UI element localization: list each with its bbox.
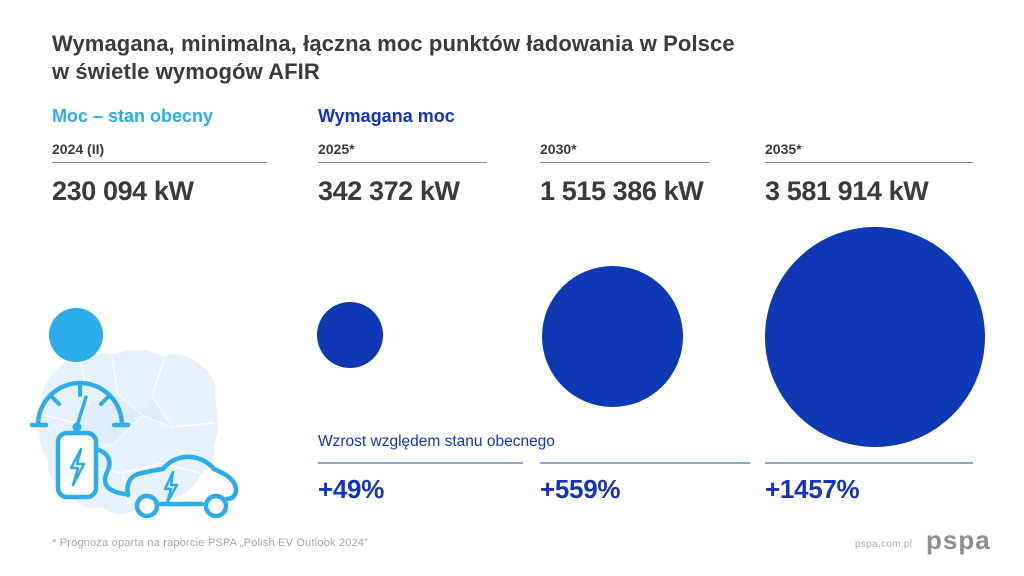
year-label: 2030* xyxy=(540,141,577,157)
growth-percent-2030: +559% xyxy=(540,474,621,504)
power-value: 230 094 kW xyxy=(52,176,194,206)
column-2035: 2035* 3 581 914 kW xyxy=(765,141,973,207)
year-divider xyxy=(540,162,710,163)
power-value: 342 372 kW xyxy=(318,176,460,206)
year-label: 2035* xyxy=(765,141,802,157)
page-title-line2: w świetle wymogów AFIR xyxy=(52,59,320,85)
growth-divider xyxy=(540,462,750,464)
growth-percent-2035: +1457% xyxy=(765,474,860,504)
growth-divider xyxy=(765,462,973,464)
ev-car-icon xyxy=(125,454,239,519)
growth-percent-2025: +49% xyxy=(318,474,385,504)
column-2024: 2024 (II) 230 094 kW xyxy=(52,141,267,207)
page-title-line1: Wymagana, minimalna, łączna moc punktów … xyxy=(52,31,735,56)
pspa-url: pspa.com.pl xyxy=(855,539,913,550)
bubble-2025-required xyxy=(317,302,383,368)
charging-cable xyxy=(93,446,127,497)
year-divider xyxy=(318,162,487,163)
column-2025: 2025* 342 372 kW xyxy=(318,141,487,207)
pspa-logo: pspa xyxy=(926,525,991,555)
lightning-bolt-icon xyxy=(163,470,179,505)
gauge-icon xyxy=(29,380,131,432)
legend-required-label: Wymagana moc xyxy=(318,106,455,126)
ev-charging-illustration xyxy=(29,349,239,519)
bubble-2035-required xyxy=(765,227,985,447)
bubble-2024-current xyxy=(49,308,103,362)
bubble-2030-required xyxy=(542,266,683,407)
ev-charger-icon xyxy=(55,430,127,500)
year-label: 2025* xyxy=(318,141,355,157)
power-value: 1 515 386 kW xyxy=(540,176,704,206)
year-divider xyxy=(52,162,267,163)
page-title: Wymagana, minimalna, łączna moc punktów … xyxy=(52,30,735,86)
lightning-bolt-icon xyxy=(69,447,86,487)
year-divider xyxy=(765,162,973,163)
growth-section-label: Wzrost względem stanu obecnego xyxy=(318,433,555,450)
power-value: 3 581 914 kW xyxy=(765,176,929,206)
column-2030: 2030* 1 515 386 kW xyxy=(540,141,710,207)
year-label: 2024 (II) xyxy=(52,141,105,157)
growth-divider xyxy=(318,462,523,464)
footnote: * Prognoza oparta na raporcie PSPA „Poli… xyxy=(52,537,369,549)
legend-current-label: Moc – stan obecny xyxy=(52,106,214,126)
